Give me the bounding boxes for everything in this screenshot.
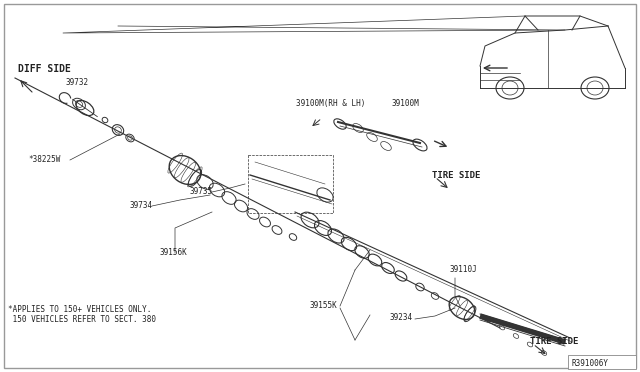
Text: 39156K: 39156K <box>160 248 188 257</box>
Text: 39100M: 39100M <box>392 99 420 108</box>
Text: 39234: 39234 <box>390 313 413 322</box>
Text: DIFF SIDE: DIFF SIDE <box>18 64 71 74</box>
Text: *APPLIES TO 150+ VEHICLES ONLY.: *APPLIES TO 150+ VEHICLES ONLY. <box>8 305 152 314</box>
Bar <box>248 155 333 213</box>
Text: TIRE SIDE: TIRE SIDE <box>530 337 579 346</box>
Text: TIRE SIDE: TIRE SIDE <box>432 171 481 180</box>
Text: 150 VEHICLES REFER TO SECT. 380: 150 VEHICLES REFER TO SECT. 380 <box>8 315 156 324</box>
Text: 39735: 39735 <box>190 187 213 196</box>
Text: 39732: 39732 <box>65 78 88 87</box>
Text: 39734: 39734 <box>130 201 153 210</box>
Text: 39110J: 39110J <box>450 265 477 274</box>
Text: 39100M(RH & LH): 39100M(RH & LH) <box>296 99 365 108</box>
Text: *38225W: *38225W <box>28 155 60 164</box>
Text: R391006Y: R391006Y <box>572 359 609 368</box>
Bar <box>568 355 636 369</box>
Text: 39155K: 39155K <box>310 301 338 310</box>
